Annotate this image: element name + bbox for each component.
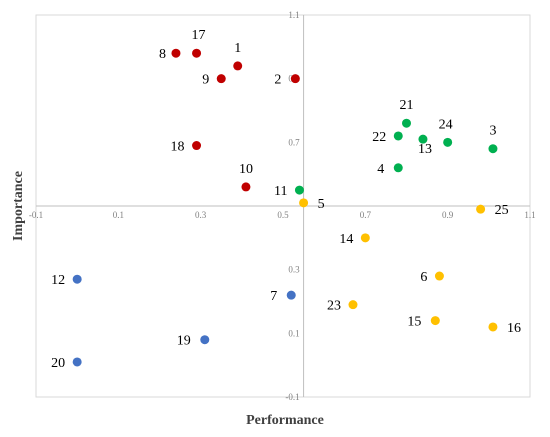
data-point (241, 182, 251, 192)
point-label: 12 (51, 273, 65, 288)
point-label: 4 (377, 162, 384, 177)
data-point (294, 185, 304, 195)
data-point (233, 61, 243, 71)
point-label: 16 (507, 321, 521, 336)
axes (36, 15, 530, 397)
point-label: 14 (339, 232, 353, 247)
data-point (286, 290, 296, 300)
x-tick-label: 0.7 (360, 210, 372, 220)
data-point (434, 271, 444, 281)
point-label: 6 (420, 270, 427, 285)
data-point (348, 300, 358, 310)
x-tick-label: 0.5 (277, 210, 289, 220)
data-point (393, 131, 403, 141)
point-label: 22 (372, 130, 386, 145)
point-label: 18 (171, 140, 185, 155)
point-label: 15 (407, 315, 421, 330)
data-point (360, 233, 370, 243)
data-point (476, 204, 486, 214)
y-tick-label: 0.7 (288, 137, 300, 147)
data-point (72, 274, 82, 284)
point-label: 19 (177, 334, 191, 349)
point-label: 2 (274, 73, 281, 88)
point-label: 23 (327, 299, 341, 314)
point-label: 7 (270, 289, 277, 304)
point-label: 9 (202, 73, 209, 88)
point-label: 25 (495, 203, 509, 218)
y-tick-label: 0.1 (288, 328, 299, 338)
x-tick-label: -0.1 (29, 210, 43, 220)
data-point (72, 357, 82, 367)
point-label: 11 (274, 184, 287, 199)
data-point (192, 141, 202, 151)
data-point (418, 134, 428, 144)
point-label: 13 (418, 142, 432, 157)
x-tick-label: 0.1 (113, 210, 124, 220)
data-point (402, 118, 411, 128)
x-tick-label: 1.1 (524, 210, 535, 220)
point-label: 21 (400, 98, 414, 113)
point-label: 8 (159, 47, 166, 62)
x-tick-label: 0.9 (442, 210, 454, 220)
y-tick-label: 1.1 (288, 10, 299, 20)
data-point (299, 198, 309, 208)
data-point (216, 74, 226, 84)
point-label: 17 (192, 28, 206, 43)
point-label: 1 (234, 41, 241, 56)
data-point (200, 335, 210, 345)
point-label: 10 (239, 162, 253, 177)
y-tick-label: -0.1 (285, 392, 299, 402)
y-tick-label: 0.3 (288, 265, 300, 275)
point-label: 20 (51, 356, 65, 371)
y-axis-label: Importance (11, 171, 26, 241)
data-point (290, 74, 300, 84)
x-axis-label: Performance (246, 413, 324, 428)
point-label: 24 (439, 117, 453, 132)
data-point (488, 322, 498, 332)
x-tick-label: 0.3 (195, 210, 207, 220)
data-point (171, 48, 181, 58)
tick-labels: -0.10.10.30.50.70.91.1-0.10.10.30.70.91.… (29, 10, 536, 402)
data-point (443, 137, 453, 147)
point-label: 5 (318, 197, 325, 212)
data-point (393, 163, 403, 173)
point-label: 3 (489, 124, 496, 139)
data-point (430, 316, 440, 326)
data-point (192, 48, 202, 58)
data-point (488, 144, 498, 154)
data-points (72, 48, 498, 367)
